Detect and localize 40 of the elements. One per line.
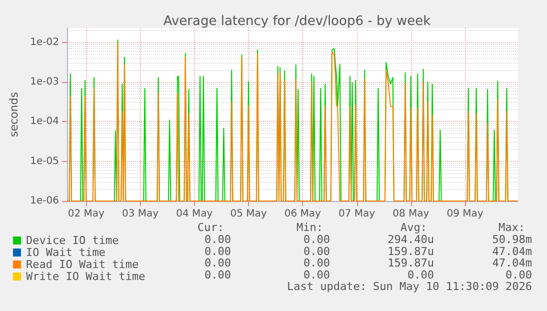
text: 0.00 (408, 268, 434, 282)
text: 0.00 (304, 232, 330, 246)
x-tick-label: 04 May (176, 208, 213, 220)
text: Cur: (198, 221, 224, 234)
y-tick-label: 1e-03 (30, 76, 59, 88)
x-tick-label: 06 May (284, 208, 322, 220)
text: 0.00 (204, 268, 231, 282)
text: 159.87u (388, 244, 434, 258)
x-tick-label: 08 May (392, 208, 430, 220)
y-axis-title: seconds (7, 92, 20, 137)
text: 0.00 (204, 232, 231, 246)
legend-label: Write IO Wait time (26, 270, 146, 283)
y-tick-label: 1e-06 (30, 196, 59, 206)
text: 50.98m (492, 232, 532, 246)
text: Min: (296, 221, 323, 234)
chart-title: Average latency for /dev/loop6 - by week (163, 14, 432, 29)
text: 0.00 (506, 268, 532, 282)
y-tick-label: 1e-04 (30, 116, 59, 128)
legend-label: Device IO time (26, 234, 119, 247)
text: Last update: Sun May 10 11:30:09 2026 (286, 280, 532, 293)
text: Max: (498, 221, 525, 234)
x-tick-label: 02 May (68, 208, 105, 220)
text: 0.00 (204, 244, 231, 258)
y-tick-label: 1e-02 (30, 36, 59, 48)
y-tick-label: 1e-05 (30, 156, 59, 167)
text: 0.00 (304, 256, 330, 270)
x-tick-label: 09 May (446, 208, 484, 220)
text: 47.04m (492, 244, 532, 258)
x-tick-label: 07 May (338, 208, 376, 220)
x-tick-label: 03 May (122, 208, 159, 220)
text: 0.00 (304, 268, 330, 282)
text: 294.40u (388, 232, 434, 246)
legend-label: Read IO Wait time (26, 258, 139, 271)
text: 0.00 (304, 244, 330, 258)
text: 159.87u (388, 256, 434, 270)
x-tick-label: 05 May (230, 208, 267, 220)
text: 47.04m (492, 256, 532, 270)
legend-label: IO Wait time (26, 246, 106, 259)
text: 0.00 (204, 256, 231, 270)
text: Avg: (400, 221, 427, 234)
